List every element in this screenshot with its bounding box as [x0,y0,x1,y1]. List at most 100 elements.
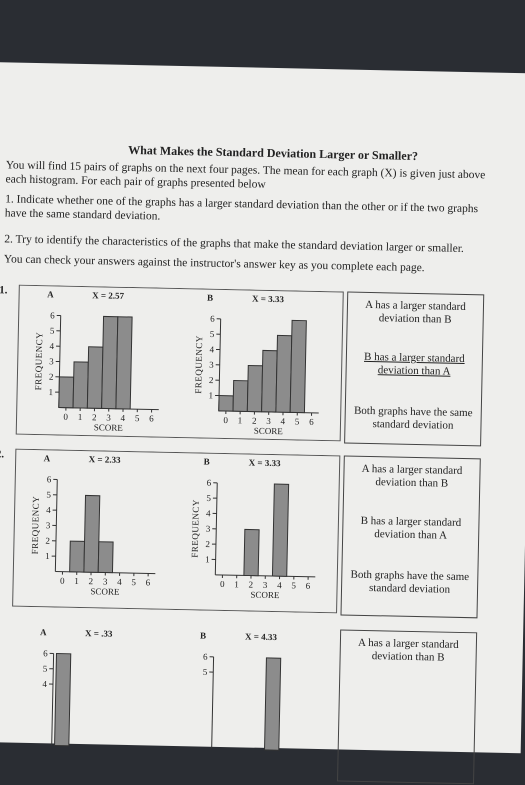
y-axis [52,653,54,745]
bar [219,396,234,412]
page: What Makes the Standard Deviation Larger… [0,0,525,700]
y-tick-label: 3 [49,356,54,366]
x-tick-label: 6 [149,413,154,423]
problem: 3.A has a larger standard deviation than… [0,622,492,782]
answer-box: A has a larger standard deviation than B… [344,292,484,447]
x-tick-label: 5 [131,577,136,587]
x-tick-label: 1 [234,579,239,589]
y-axis-label: FREQUENCY [33,332,44,391]
graph-label: B [200,631,206,641]
y-axis [212,657,214,749]
x-tick-label: 6 [306,581,311,591]
x-tick-label: 4 [121,413,126,423]
x-tick-label: 0 [63,412,68,422]
note: You can check your answers against the i… [4,252,494,276]
x-tick-label: 1 [74,576,79,586]
x-tick-label: 5 [135,413,140,423]
y-tick-label: 5 [206,493,211,503]
y-tick-label: 5 [210,329,215,339]
y-tick-label: 2 [49,372,54,382]
bar [116,317,132,409]
y-tick-label: 3 [46,520,51,530]
y-tick-label: 3 [209,360,214,370]
problem: 1.A has a larger standard deviation than… [0,284,499,444]
x-tick-label: 5 [295,416,300,426]
bar [290,320,306,412]
y-tick-label: 1 [45,551,50,561]
choice: Both graphs have the same standard devia… [346,569,474,598]
y-tick-label: 1 [208,390,213,400]
bar [272,484,288,576]
y-tick-label: 2 [209,375,214,385]
y-tick-label: 6 [50,310,55,320]
bar [262,350,278,412]
y-axis-label: FREQUENCY [193,335,204,394]
graph-label: A [47,289,54,299]
step: 1. Indicate whether one of the graphs ha… [5,192,485,230]
y-tick-label: 6 [203,652,208,662]
graph-mean: X = 3.33 [249,458,282,469]
choice: B has a larger standard deviation than A [350,351,478,380]
answer-box: A has a larger standard deviation than B [337,629,477,784]
graph-mean: X = 2.57 [92,290,125,301]
bar [244,529,259,575]
title: What Makes the Standard Deviation Larger… [128,143,418,163]
x-tick-label: 3 [103,576,108,586]
x-tick-label: 4 [280,416,285,426]
x-tick-label: 0 [220,579,225,589]
y-tick-label: 6 [207,478,212,488]
graph-mean: X = 2.33 [89,454,122,465]
x-tick-label: 1 [238,415,243,425]
x-tick-label: 6 [309,417,314,427]
x-tick-label: 3 [266,416,271,426]
paper: What Makes the Standard Deviation Larger… [0,62,525,753]
x-axis-label: SCORE [90,586,120,597]
y-tick-label: 2 [205,539,210,549]
y-tick-label: 4 [46,505,51,515]
x-tick-label: 3 [106,413,111,423]
problem: 2.A has a larger standard deviation than… [0,448,496,616]
y-tick-label: 6 [43,648,48,658]
bar [247,365,262,411]
graph-mean: X = 3.33 [252,294,285,305]
y-tick-label: 4 [42,679,47,689]
y-axis-label: FREQUENCY [190,499,201,558]
choice: B has a larger standard deviation than A [347,515,475,544]
y-tick-label: 5 [50,326,55,336]
x-tick-label: 5 [291,580,296,590]
bar [84,495,100,572]
bar [59,377,74,408]
x-tick-label: 3 [263,580,268,590]
y-tick-label: 5 [43,664,48,674]
y-tick-label: 4 [49,341,54,351]
y-tick-label: 2 [45,536,50,546]
x-tick-label: 1 [78,412,83,422]
x-tick-label: 2 [252,416,257,426]
y-tick-label: 3 [206,524,211,534]
y-tick-label: 6 [210,314,215,324]
graph-mean: X = 4.33 [245,631,278,642]
graph-label: A [44,453,51,463]
x-tick-label: 0 [60,576,65,586]
x-tick-label: 4 [277,580,282,590]
graph-label: B [204,457,210,467]
y-tick-label: 6 [47,474,52,484]
x-tick-label: 2 [89,576,94,586]
x-tick-label: 4 [117,577,122,587]
bar [233,381,248,412]
y-tick-label: 1 [48,387,53,397]
intro: You will find 15 pairs of graphs on the … [5,158,495,196]
answer-box: A has a larger standard deviation than B… [340,455,480,618]
choice: A has a larger standard deviation than B [352,299,480,328]
y-tick-label: 1 [205,554,210,564]
x-tick-label: 2 [248,580,253,590]
y-tick-label: 4 [209,344,214,354]
y-tick-label: 5 [46,490,51,500]
bar [102,316,118,408]
graph-label: B [207,293,213,303]
bar [70,541,85,572]
bar [265,658,281,750]
choice: Both graphs have the same standard devia… [349,405,477,434]
bar [73,362,88,408]
